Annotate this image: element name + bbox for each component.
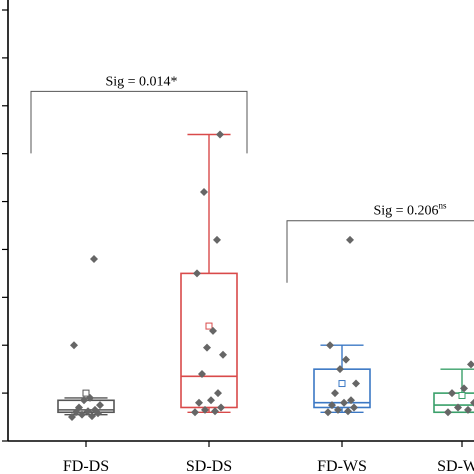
data-point — [84, 407, 92, 416]
data-point — [191, 408, 199, 417]
data-point — [336, 365, 344, 374]
data-point — [213, 235, 221, 244]
data-point — [201, 405, 209, 414]
significance-label: Sig = 0.206ns — [373, 201, 447, 219]
data-point — [88, 412, 96, 421]
data-point — [207, 396, 215, 405]
data-point — [209, 326, 217, 335]
data-point — [326, 341, 334, 350]
data-point — [78, 410, 86, 419]
mean-marker — [82, 389, 90, 397]
mean-marker — [458, 392, 466, 400]
data-point — [195, 398, 203, 407]
x-tick-label: SD-DS — [186, 458, 232, 474]
x-tick-label: FD-DS — [63, 458, 109, 474]
data-point — [90, 255, 98, 264]
x-tick-label: FD-WS — [317, 458, 367, 474]
box-sd-ds — [180, 133, 238, 413]
data-point — [342, 355, 350, 364]
data-point — [217, 403, 225, 412]
data-point — [346, 235, 354, 244]
significance-bracket: Sig = 0.014* — [30, 74, 248, 154]
axes — [2, 0, 474, 447]
data-point — [324, 408, 332, 417]
data-point — [340, 398, 348, 407]
significance-annotations: Sig = 0.014* Sig = 0.206ns — [30, 74, 474, 283]
data-point — [454, 403, 462, 412]
bracket-line — [286, 220, 474, 283]
data-point — [198, 369, 206, 378]
data-point — [352, 379, 360, 388]
mean-marker — [205, 322, 213, 330]
significance-label: Sig = 0.014* — [105, 74, 177, 89]
data-point — [70, 341, 78, 350]
data-point — [214, 389, 222, 398]
x-tick-label: SD-WS — [437, 458, 474, 474]
data-point — [470, 398, 474, 407]
data-point — [444, 408, 452, 417]
significance-bracket: Sig = 0.206ns — [286, 201, 474, 283]
data-point — [91, 405, 99, 414]
data-point — [347, 396, 355, 405]
data-point — [96, 401, 104, 410]
data-point — [200, 187, 208, 196]
data-point — [350, 403, 358, 412]
bracket-line — [30, 90, 248, 154]
boxes — [57, 133, 474, 416]
data-point — [460, 384, 468, 393]
data-points — [68, 130, 474, 422]
x-tick-labels: FD-DS SD-DS FD-WS SD-WS — [63, 458, 474, 474]
data-point — [467, 360, 474, 369]
data-point — [464, 405, 472, 414]
iqr-box — [180, 272, 238, 409]
data-point — [331, 389, 339, 398]
data-point — [75, 403, 83, 412]
data-point — [344, 407, 352, 416]
data-point — [68, 413, 76, 422]
data-point — [80, 396, 88, 405]
data-point — [211, 407, 219, 416]
mean-marker — [338, 380, 346, 388]
data-point — [193, 269, 201, 278]
data-point — [334, 405, 342, 414]
box-sd-ws — [433, 368, 474, 414]
data-point — [219, 350, 227, 359]
data-point — [448, 389, 456, 398]
data-point — [86, 393, 94, 402]
data-point — [328, 401, 336, 410]
data-point — [216, 130, 224, 139]
data-point — [203, 343, 211, 352]
